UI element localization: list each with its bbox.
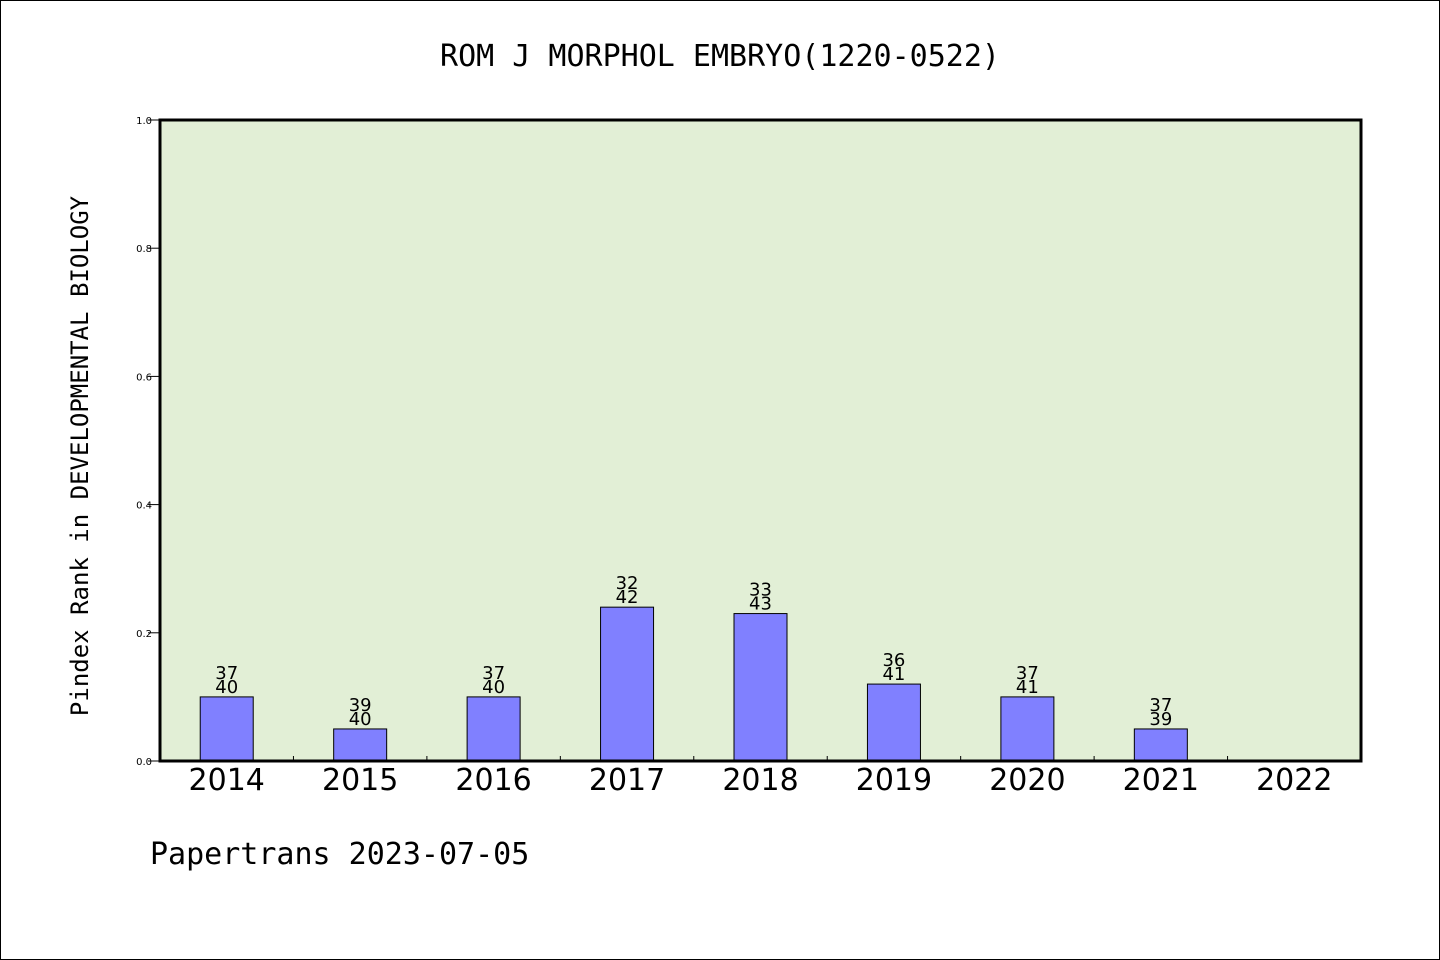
bar-2016 (466, 696, 521, 762)
plot-border (158, 118, 1363, 763)
chart-title: ROM J MORPHOL EMBRYO(1220-0522) (440, 39, 1000, 74)
x-tick-label: 2017 (589, 763, 665, 798)
bar-label-top: 37 (215, 663, 238, 684)
footer-text: Papertrans 2023-07-05 (150, 837, 529, 872)
bar-label-bottom: 40 (482, 677, 505, 698)
bar-label-bottom: 43 (749, 594, 772, 615)
x-tick-label: 2022 (1256, 763, 1332, 798)
bar-label-top: 39 (349, 695, 372, 716)
x-tick-label: 2015 (322, 763, 398, 798)
x-tick-label: 2020 (989, 763, 1065, 798)
bar-label-bottom: 41 (1016, 677, 1039, 698)
bar-label-top: 36 (882, 650, 905, 671)
x-tick-label: 2016 (455, 763, 531, 798)
bar-label-bottom: 40 (349, 709, 372, 730)
y-axis-ticks: 0.0 0.2 0.4 0.6 0.8 1.0 (136, 116, 160, 768)
bar-label-bottom: 42 (616, 587, 639, 608)
bar-2019 (866, 683, 921, 762)
y-tick-label: 0.0 (136, 757, 152, 768)
bar-label-bottom: 40 (215, 677, 238, 698)
y-tick-label: 0.2 (136, 629, 152, 640)
bar-2021 (1133, 728, 1188, 762)
x-tick-label: 2018 (722, 763, 798, 798)
x-tick-label: 2014 (189, 763, 265, 798)
bar-label-bottom: 39 (1149, 709, 1172, 730)
bars (199, 606, 1188, 762)
y-axis-label: Pindex Rank in DEVELOPMENTAL BIOLOGY (66, 195, 94, 716)
x-tick-label: 2021 (1123, 763, 1199, 798)
x-axis-ticks: 2014 2015 2016 2017 2018 2019 2020 2021 2022 (189, 756, 1332, 798)
bar-2020 (1000, 696, 1055, 762)
bar-label-top: 32 (616, 573, 639, 594)
bar-2017 (600, 606, 655, 762)
bar-label-top: 37 (1149, 695, 1172, 716)
y-tick-label: 0.6 (136, 372, 152, 383)
bar-label-bottom: 41 (882, 664, 905, 685)
x-tick-label: 2019 (856, 763, 932, 798)
bar-label-top: 37 (1016, 663, 1039, 684)
y-tick-label: 0.8 (136, 244, 152, 255)
y-tick-label: 1.0 (136, 116, 152, 127)
y-tick-label: 0.4 (136, 501, 152, 512)
bar-2014 (199, 696, 254, 762)
bar-label-top: 33 (749, 580, 772, 601)
bar-label-top: 37 (482, 663, 505, 684)
bar-2018 (733, 613, 788, 762)
bar-2015 (333, 728, 388, 762)
